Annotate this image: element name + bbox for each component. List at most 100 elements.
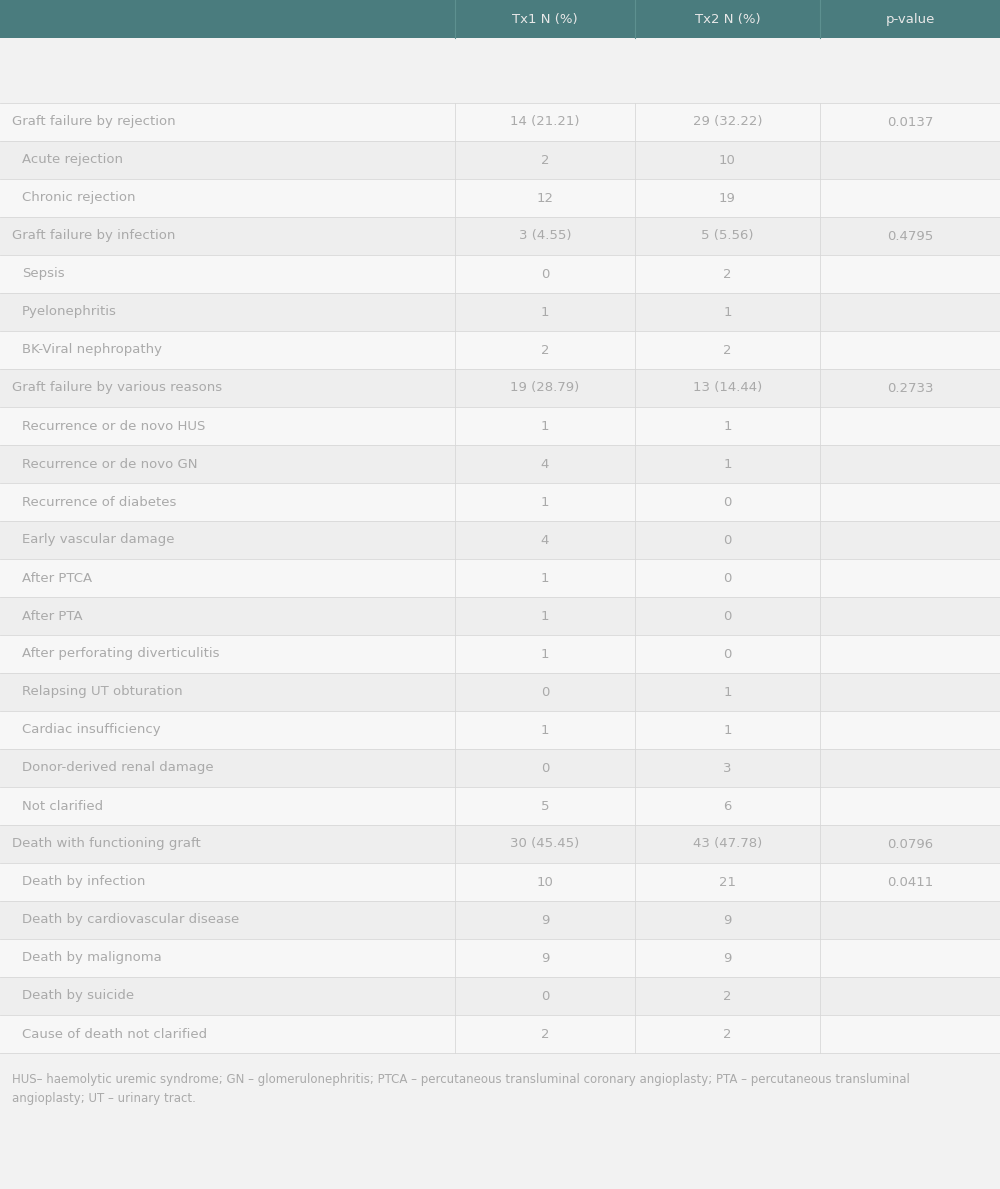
Bar bbox=[0, 254, 1000, 292]
Text: 12: 12 bbox=[536, 191, 554, 205]
Bar bbox=[0, 1015, 1000, 1053]
Bar bbox=[0, 673, 1000, 711]
Text: 2: 2 bbox=[723, 268, 732, 281]
Text: 1: 1 bbox=[541, 648, 549, 661]
Text: Relapsing UT obturation: Relapsing UT obturation bbox=[22, 686, 183, 698]
Text: 0.2733: 0.2733 bbox=[887, 382, 933, 395]
Text: After perforating diverticulitis: After perforating diverticulitis bbox=[22, 648, 220, 661]
Bar bbox=[0, 825, 1000, 863]
Text: 14 (21.21): 14 (21.21) bbox=[510, 115, 580, 128]
Text: Graft failure by infection: Graft failure by infection bbox=[12, 229, 175, 243]
Text: Pyelonephritis: Pyelonephritis bbox=[22, 306, 117, 319]
Bar bbox=[0, 863, 1000, 901]
Text: 1: 1 bbox=[541, 496, 549, 509]
Bar bbox=[0, 0, 1000, 38]
Text: Cardiac insufficiency: Cardiac insufficiency bbox=[22, 723, 161, 736]
Text: Sepsis: Sepsis bbox=[22, 268, 65, 281]
Text: Cause of death not clarified: Cause of death not clarified bbox=[22, 1027, 207, 1040]
Text: 0.0137: 0.0137 bbox=[887, 115, 933, 128]
Text: 0.4795: 0.4795 bbox=[887, 229, 933, 243]
Text: 2: 2 bbox=[723, 1027, 732, 1040]
Text: 9: 9 bbox=[541, 951, 549, 964]
Text: Death with functioning graft: Death with functioning graft bbox=[12, 837, 201, 850]
Text: Tx2 N (%): Tx2 N (%) bbox=[695, 13, 760, 25]
Bar bbox=[0, 180, 1000, 218]
Text: 1: 1 bbox=[541, 610, 549, 623]
Text: 2: 2 bbox=[723, 344, 732, 357]
Bar bbox=[0, 331, 1000, 369]
Text: 30 (45.45): 30 (45.45) bbox=[510, 837, 580, 850]
Text: 1: 1 bbox=[723, 723, 732, 736]
Bar bbox=[0, 292, 1000, 331]
Text: p-value: p-value bbox=[885, 13, 935, 25]
Text: 1: 1 bbox=[541, 572, 549, 585]
Text: 0: 0 bbox=[723, 610, 732, 623]
Text: 1: 1 bbox=[541, 420, 549, 433]
Text: 5 (5.56): 5 (5.56) bbox=[701, 229, 754, 243]
Text: 1: 1 bbox=[541, 306, 549, 319]
Bar bbox=[0, 218, 1000, 254]
Text: After PTCA: After PTCA bbox=[22, 572, 92, 585]
Bar bbox=[0, 711, 1000, 749]
Text: 0.0411: 0.0411 bbox=[887, 875, 933, 888]
Bar bbox=[0, 749, 1000, 787]
Text: Death by malignoma: Death by malignoma bbox=[22, 951, 162, 964]
Text: 21: 21 bbox=[719, 875, 736, 888]
Text: 0: 0 bbox=[723, 496, 732, 509]
Bar bbox=[0, 141, 1000, 180]
Text: 0: 0 bbox=[541, 686, 549, 698]
Bar bbox=[0, 787, 1000, 825]
Text: Not clarified: Not clarified bbox=[22, 799, 103, 812]
Bar bbox=[0, 597, 1000, 635]
Bar bbox=[0, 977, 1000, 1015]
Text: Recurrence or de novo HUS: Recurrence or de novo HUS bbox=[22, 420, 205, 433]
Bar bbox=[0, 369, 1000, 407]
Text: 6: 6 bbox=[723, 799, 732, 812]
Bar bbox=[0, 407, 1000, 445]
Text: BK-Viral nephropathy: BK-Viral nephropathy bbox=[22, 344, 162, 357]
Text: 3 (4.55): 3 (4.55) bbox=[519, 229, 571, 243]
Text: HUS– haemolytic uremic syndrome; GN – glomerulonephritis; PTCA – percutaneous tr: HUS– haemolytic uremic syndrome; GN – gl… bbox=[12, 1072, 910, 1105]
Text: Graft failure by various reasons: Graft failure by various reasons bbox=[12, 382, 222, 395]
Text: Donor-derived renal damage: Donor-derived renal damage bbox=[22, 761, 214, 774]
Text: 9: 9 bbox=[723, 951, 732, 964]
Text: Tx1 N (%): Tx1 N (%) bbox=[512, 13, 578, 25]
Text: 1: 1 bbox=[723, 686, 732, 698]
Text: 3: 3 bbox=[723, 761, 732, 774]
Text: 1: 1 bbox=[723, 458, 732, 471]
Bar bbox=[0, 635, 1000, 673]
Text: Graft failure by rejection: Graft failure by rejection bbox=[12, 115, 176, 128]
Text: 10: 10 bbox=[719, 153, 736, 166]
Text: 4: 4 bbox=[541, 534, 549, 547]
Text: Acute rejection: Acute rejection bbox=[22, 153, 123, 166]
Bar bbox=[0, 939, 1000, 977]
Bar bbox=[0, 521, 1000, 559]
Text: 4: 4 bbox=[541, 458, 549, 471]
Text: 1: 1 bbox=[541, 723, 549, 736]
Text: 0: 0 bbox=[723, 534, 732, 547]
Text: Early vascular damage: Early vascular damage bbox=[22, 534, 175, 547]
Text: 19: 19 bbox=[719, 191, 736, 205]
Bar bbox=[0, 559, 1000, 597]
Text: Death by suicide: Death by suicide bbox=[22, 989, 134, 1002]
Text: 0: 0 bbox=[541, 989, 549, 1002]
Text: 13 (14.44): 13 (14.44) bbox=[693, 382, 762, 395]
Text: 2: 2 bbox=[541, 153, 549, 166]
Text: 29 (32.22): 29 (32.22) bbox=[693, 115, 762, 128]
Text: 0: 0 bbox=[541, 268, 549, 281]
Text: 9: 9 bbox=[541, 913, 549, 926]
Text: Death by cardiovascular disease: Death by cardiovascular disease bbox=[22, 913, 239, 926]
Text: 0: 0 bbox=[541, 761, 549, 774]
Text: Recurrence or de novo GN: Recurrence or de novo GN bbox=[22, 458, 198, 471]
Text: 9: 9 bbox=[723, 913, 732, 926]
Text: Death by infection: Death by infection bbox=[22, 875, 145, 888]
Text: 1: 1 bbox=[723, 420, 732, 433]
Text: 19 (28.79): 19 (28.79) bbox=[510, 382, 580, 395]
Text: 5: 5 bbox=[541, 799, 549, 812]
Text: 2: 2 bbox=[541, 1027, 549, 1040]
Text: 0.0796: 0.0796 bbox=[887, 837, 933, 850]
Bar bbox=[0, 103, 1000, 141]
Text: Recurrence of diabetes: Recurrence of diabetes bbox=[22, 496, 176, 509]
Bar bbox=[0, 445, 1000, 483]
Text: Chronic rejection: Chronic rejection bbox=[22, 191, 136, 205]
